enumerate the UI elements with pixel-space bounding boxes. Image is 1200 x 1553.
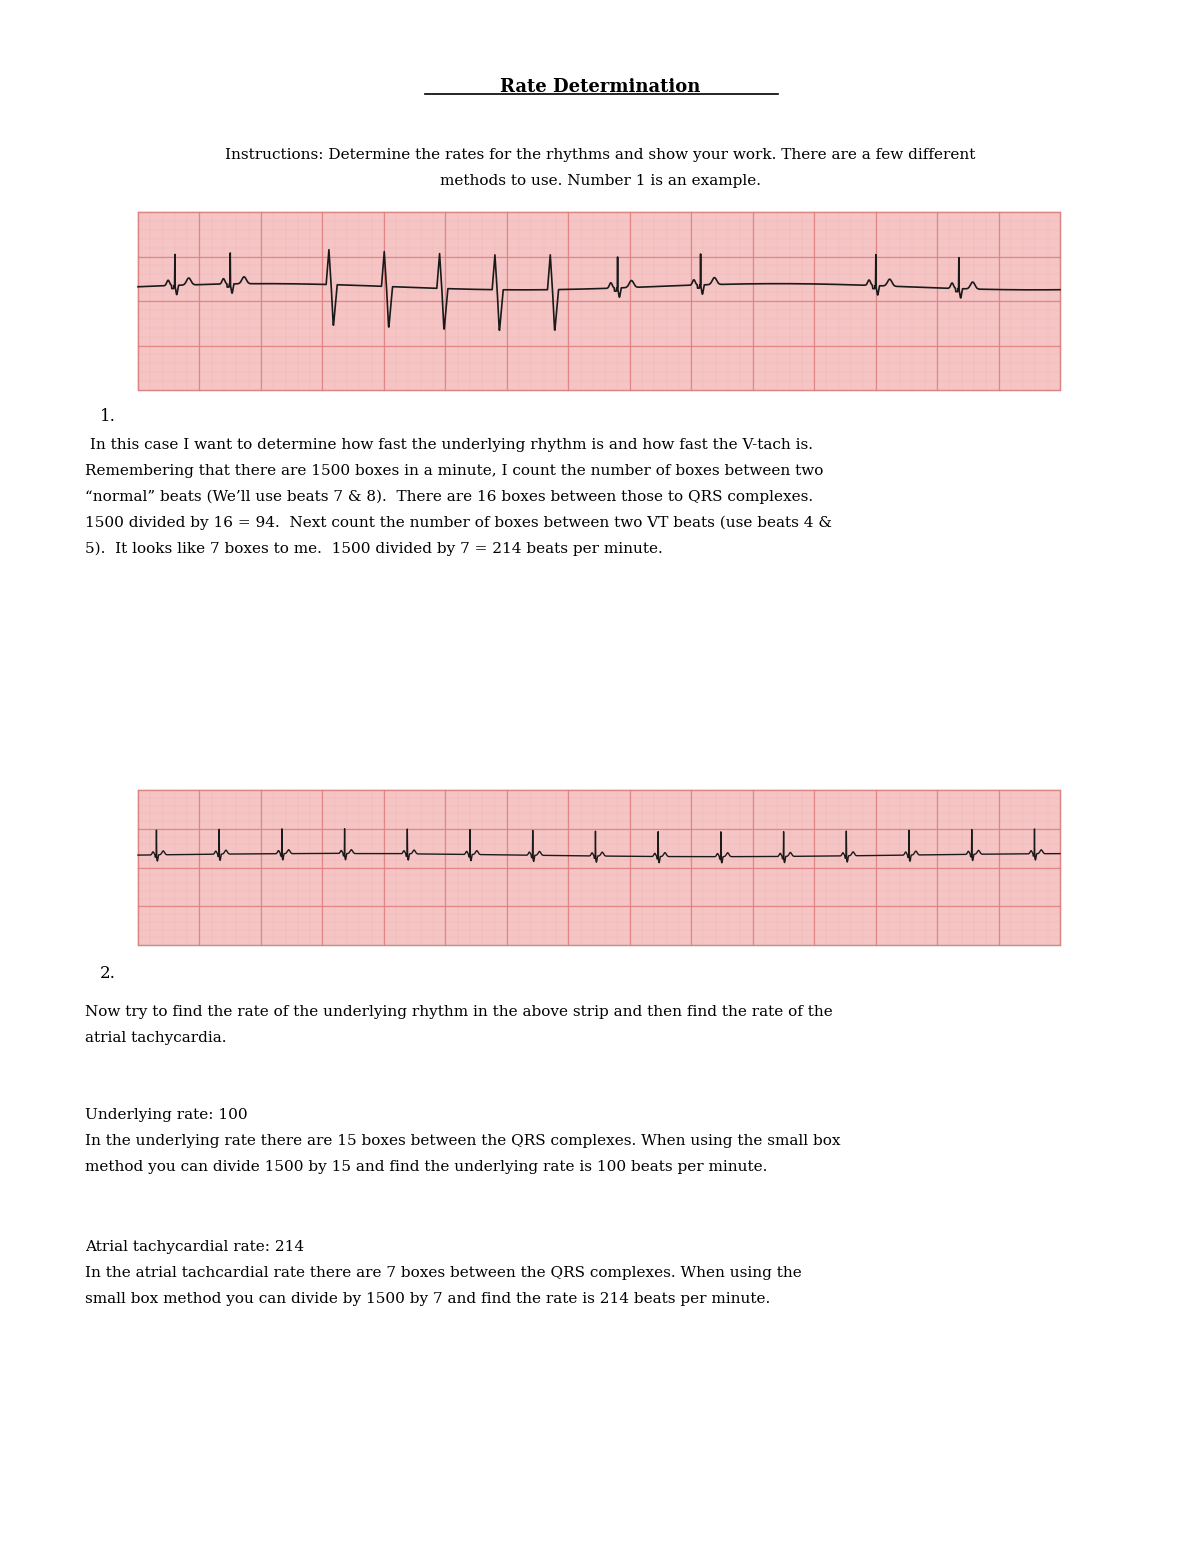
Bar (138, 213, 1060, 390)
Text: “normal” beats (We’ll use beats 7 & 8).  There are 16 boxes between those to QRS: “normal” beats (We’ll use beats 7 & 8). … (85, 491, 814, 505)
Bar (138, 790, 1060, 944)
Text: small box method you can divide by 1500 by 7 and find the rate is 214 beats per : small box method you can divide by 1500 … (85, 1292, 770, 1306)
Text: method you can divide 1500 by 15 and find the underlying rate is 100 beats per m: method you can divide 1500 by 15 and fin… (85, 1160, 767, 1174)
Text: Underlying rate: 100: Underlying rate: 100 (85, 1107, 247, 1121)
Text: Atrial tachycardial rate: 214: Atrial tachycardial rate: 214 (85, 1239, 304, 1253)
Text: methods to use. Number 1 is an example.: methods to use. Number 1 is an example. (439, 174, 761, 188)
Text: Rate Determination: Rate Determination (500, 78, 700, 96)
Text: 1500 divided by 16 = 94.  Next count the number of boxes between two VT beats (u: 1500 divided by 16 = 94. Next count the … (85, 516, 832, 531)
Text: Instructions: Determine the rates for the rhythms and show your work. There are : Instructions: Determine the rates for th… (224, 148, 976, 162)
Text: 5).  It looks like 7 boxes to me.  1500 divided by 7 = 214 beats per minute.: 5). It looks like 7 boxes to me. 1500 di… (85, 542, 662, 556)
Text: Remembering that there are 1500 boxes in a minute, I count the number of boxes b: Remembering that there are 1500 boxes in… (85, 464, 823, 478)
Text: In this case I want to determine how fast the underlying rhythm is and how fast : In this case I want to determine how fas… (85, 438, 814, 452)
Text: 1.: 1. (100, 408, 116, 426)
Text: Now try to find the rate of the underlying rhythm in the above strip and then fi: Now try to find the rate of the underlyi… (85, 1005, 833, 1019)
Text: 2.: 2. (100, 964, 116, 981)
Text: In the underlying rate there are 15 boxes between the QRS complexes. When using : In the underlying rate there are 15 boxe… (85, 1134, 840, 1148)
Text: atrial tachycardia.: atrial tachycardia. (85, 1031, 227, 1045)
Text: In the atrial tachcardial rate there are 7 boxes between the QRS complexes. When: In the atrial tachcardial rate there are… (85, 1266, 802, 1280)
